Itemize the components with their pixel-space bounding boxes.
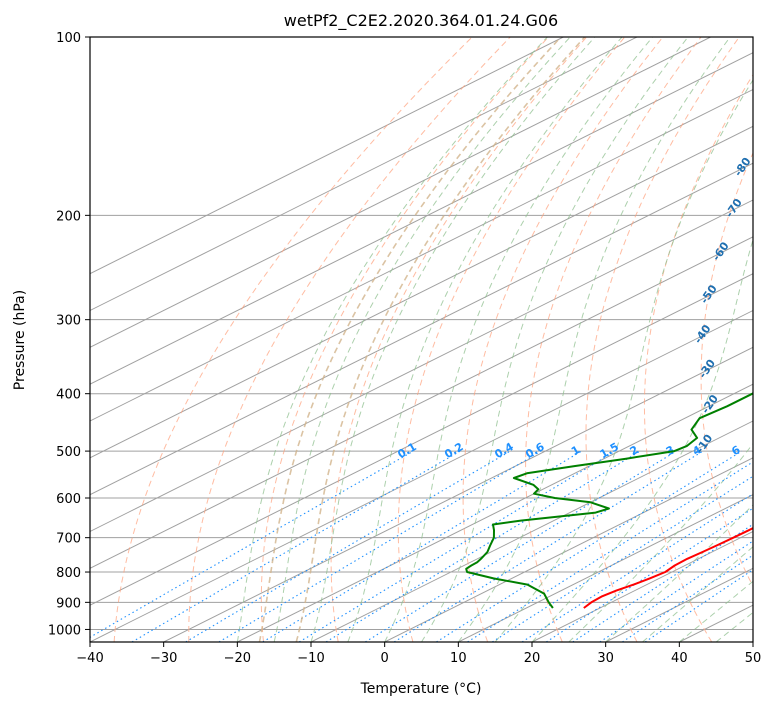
x-tick-label: 30 xyxy=(597,651,614,666)
moist-adiabat-line xyxy=(605,504,753,642)
moist-adiabat-line xyxy=(236,37,548,642)
y-tick-label: 1000 xyxy=(48,623,81,638)
isotherm-line xyxy=(458,494,753,642)
mixing-ratio-line xyxy=(521,493,753,642)
y-tick-label: 900 xyxy=(56,596,81,611)
x-tick-label: −40 xyxy=(76,651,103,666)
moist-adiabat-line xyxy=(642,546,753,642)
isotherm-line xyxy=(90,37,638,312)
dry-adiabat-line xyxy=(462,37,664,642)
isotherm-line xyxy=(90,52,753,385)
y-tick-label: 800 xyxy=(56,566,81,581)
y-tick-label: 600 xyxy=(56,492,81,507)
mixing-ratio-line xyxy=(298,450,616,642)
moist-adiabat-line xyxy=(457,37,731,642)
y-tick-label: 500 xyxy=(56,445,81,460)
moist-adiabat-line xyxy=(347,37,623,642)
isotherm-line xyxy=(90,199,753,533)
dry-adiabat-line xyxy=(188,37,511,642)
dry-adiabat-line xyxy=(643,73,753,642)
dry-adiabat-line xyxy=(700,151,753,588)
isotherm-line xyxy=(90,273,753,606)
x-tick-label: −20 xyxy=(224,651,251,666)
isotherm-line xyxy=(163,346,753,642)
dendritic-zone-line xyxy=(295,37,586,642)
dry-adiabat-line xyxy=(585,37,740,642)
x-tick-label: 50 xyxy=(745,651,762,666)
y-tick-label: 200 xyxy=(56,209,81,224)
isotherm-line xyxy=(237,383,753,642)
mixing-ratio-line xyxy=(325,450,641,642)
isotherm-line xyxy=(90,88,753,422)
mixing-ratio-line xyxy=(218,450,542,642)
isotherm-line xyxy=(531,530,753,642)
x-tick-label: −10 xyxy=(297,651,324,666)
y-tick-label: 100 xyxy=(56,31,81,46)
dry-adiabat-line xyxy=(397,37,626,642)
isotherm-line xyxy=(310,420,753,642)
dry-adiabat-line xyxy=(113,37,473,642)
moist-adiabat-line xyxy=(310,37,596,642)
moist-adiabat-line xyxy=(384,37,653,642)
x-tick-label: 20 xyxy=(524,651,541,666)
y-tick-label: 400 xyxy=(56,388,81,403)
x-tick-label: −30 xyxy=(150,651,177,666)
dewpoint-line xyxy=(465,391,753,609)
moist-adiabat-line xyxy=(273,37,571,642)
isotherm-line xyxy=(90,125,753,459)
x-axis-label: Temperature (°C) xyxy=(360,681,482,697)
moist-adiabat-line xyxy=(421,37,689,642)
x-tick-label: 0 xyxy=(381,651,389,666)
axes: −40 −30 −20 −10 0 10 20 30 40 50 100 200 300 400 500 60… xyxy=(48,31,761,666)
moist-adiabat-line xyxy=(531,238,753,642)
plot-frame xyxy=(89,36,754,643)
isotherm-line xyxy=(90,37,711,348)
y-tick-label: 700 xyxy=(56,532,81,547)
isotherm-line xyxy=(90,162,753,496)
dry-adiabat-line xyxy=(260,37,549,642)
x-tick-label: 40 xyxy=(671,651,688,666)
mixing-ratio-line xyxy=(491,475,753,642)
moist-adiabat-label: -90 xyxy=(749,109,771,133)
background-lines xyxy=(90,37,753,642)
x-tick-label: 10 xyxy=(450,651,467,666)
y-axis-label: Pressure (hPa) xyxy=(12,290,28,390)
dendritic-zone-line xyxy=(258,37,562,642)
mixing-ratio-line xyxy=(185,450,511,642)
y-tick-label: 300 xyxy=(56,314,81,329)
isotherm-line xyxy=(90,37,564,275)
moist-adiabat-line xyxy=(494,79,753,642)
profile-series xyxy=(465,391,753,609)
mixing-ratio-line xyxy=(393,450,704,642)
temperature-line xyxy=(583,527,753,609)
isotherm-line xyxy=(384,457,753,642)
mixing-ratio-line xyxy=(131,450,461,642)
chart-title: wetPf2_C2E2.2020.364.01.24.G06 xyxy=(284,11,558,31)
isotherm-line xyxy=(90,236,753,569)
mixing-ratio-line xyxy=(365,450,677,642)
